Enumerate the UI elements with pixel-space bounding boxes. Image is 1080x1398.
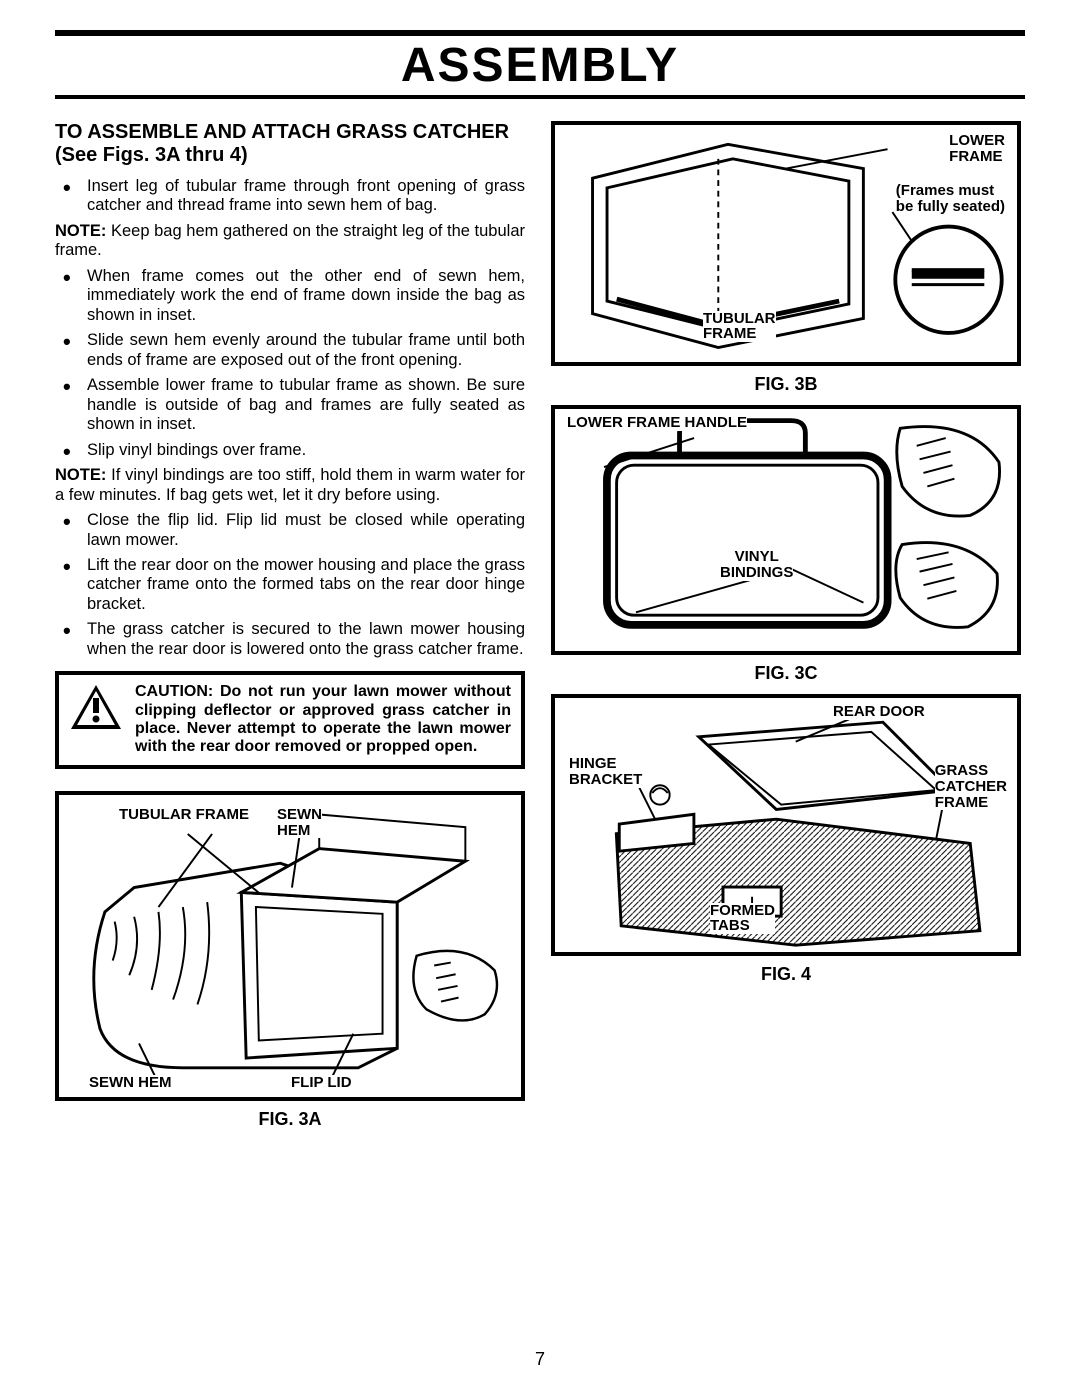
figure-3c: LOWER FRAME HANDLE VINYL BINDINGS [551, 405, 1021, 655]
fig-3c-caption: FIG. 3C [551, 663, 1021, 684]
list-item: Lift the rear door on the mower housing … [55, 556, 525, 614]
list-item: When frame comes out the other end of se… [55, 267, 525, 325]
fig-label-lower-frame-handle: LOWER FRAME HANDLE [567, 415, 747, 431]
list-item: Insert leg of tubular frame through fron… [55, 177, 525, 216]
section-heading: TO ASSEMBLE AND ATTACH GRASS CATCHER (Se… [55, 121, 525, 167]
note-2: NOTE: If vinyl bindings are too stiff, h… [55, 466, 525, 505]
fig-label-sewn-hem-bottom: SEWN HEM [89, 1075, 172, 1091]
fig-label-formed-tabs: FORMED TABS [710, 903, 775, 935]
right-column: LOWER FRAME (Frames must be fully seated… [551, 121, 1021, 1130]
fig-3b-caption: FIG. 3B [551, 374, 1021, 395]
list-item: The grass catcher is secured to the lawn… [55, 620, 525, 659]
fig-label-sewn-hem: SEWN HEM [277, 807, 322, 839]
fig-label-tubular-frame: TUBULAR FRAME [119, 807, 249, 823]
bullet-group-3: Close the flip lid. Flip lid must be clo… [55, 511, 525, 659]
warning-icon [69, 683, 123, 733]
list-item: Slip vinyl bindings over frame. [55, 441, 525, 460]
figure-3a: TUBULAR FRAME SEWN HEM SEWN HEM FLIP LID [55, 791, 525, 1101]
list-item: Assemble lower frame to tubular frame as… [55, 376, 525, 434]
fig-label-frames-seated: (Frames must be fully seated) [896, 183, 1005, 215]
figure-3b: LOWER FRAME (Frames must be fully seated… [551, 121, 1021, 366]
fig-3a-caption: FIG. 3A [55, 1109, 525, 1130]
page-title: ASSEMBLY [55, 38, 1025, 99]
fig-label-vinyl-bindings: VINYL BINDINGS [720, 549, 793, 581]
fig-label-flip-lid: FLIP LID [291, 1075, 352, 1091]
fig-label-grass-catcher-frame: GRASS CATCHER FRAME [935, 763, 1007, 810]
bullet-group-2: When frame comes out the other end of se… [55, 267, 525, 460]
figure-3b-svg [555, 125, 1017, 362]
figure-3c-svg [555, 409, 1017, 651]
caution-text: CAUTION: Do not run your lawn mower with… [135, 683, 511, 757]
figure-4: REAR DOOR HINGE BRACKET GRASS CATCHER FR… [551, 694, 1021, 956]
fig-label-lower-frame: LOWER FRAME [949, 133, 1005, 165]
fig-label-tubular-frame-b: TUBULAR FRAME [703, 311, 776, 343]
top-rule [55, 30, 1025, 36]
page-number: 7 [0, 1349, 1080, 1370]
fig-4-caption: FIG. 4 [551, 964, 1021, 985]
left-column: TO ASSEMBLE AND ATTACH GRASS CATCHER (Se… [55, 121, 525, 1130]
content-columns: TO ASSEMBLE AND ATTACH GRASS CATCHER (Se… [55, 121, 1025, 1130]
fig-label-hinge-bracket: HINGE BRACKET [569, 756, 642, 788]
note-1: NOTE: Keep bag hem gathered on the strai… [55, 222, 525, 261]
note-text: If vinyl bindings are too stiff, hold th… [55, 466, 525, 503]
list-item: Slide sewn hem evenly around the tubular… [55, 331, 525, 370]
figure-4-svg [555, 698, 1017, 952]
list-item: Close the flip lid. Flip lid must be clo… [55, 511, 525, 550]
note-label: NOTE: [55, 466, 106, 484]
bullet-group-1: Insert leg of tubular frame through fron… [55, 177, 525, 216]
note-text: Keep bag hem gathered on the straight le… [55, 222, 525, 259]
figure-3a-svg [59, 795, 521, 1097]
caution-box: CAUTION: Do not run your lawn mower with… [55, 671, 525, 769]
note-label: NOTE: [55, 222, 106, 240]
fig-label-rear-door: REAR DOOR [833, 704, 925, 720]
